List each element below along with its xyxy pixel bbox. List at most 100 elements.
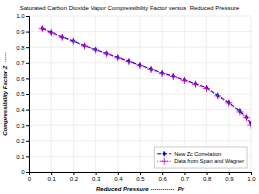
x-tick-mark [251, 172, 252, 175]
y-tick-label: 0.9 [16, 29, 25, 35]
series-marker [243, 114, 250, 121]
x-tick: 0.2 [70, 172, 79, 182]
series-marker [136, 62, 143, 69]
y-tick-mark [26, 141, 29, 142]
y-tick-label: 0.1 [16, 154, 25, 160]
y-tick-mark [26, 32, 29, 33]
x-tick-mark [207, 172, 208, 175]
y-tick-mark [26, 16, 29, 17]
y-tick: 0.9 [16, 29, 29, 35]
x-axis-label: Reduced Pressure ············ Pr [96, 186, 185, 192]
x-tick: 1.0 [247, 172, 256, 182]
series-marker [203, 85, 210, 92]
y-tick-mark [26, 156, 29, 157]
x-tick-mark [184, 172, 185, 175]
x-tick-mark [118, 172, 119, 175]
y-axis-label: Compressibility Factor Z ····· [2, 52, 8, 136]
series-marker [48, 29, 55, 36]
x-tick-label: 0.1 [48, 176, 57, 182]
x-tick-label: 0.4 [114, 176, 123, 182]
x-tick: 0.1 [48, 172, 57, 182]
series [41, 26, 251, 126]
x-tick: 0.5 [136, 172, 145, 182]
series-marker [225, 99, 232, 106]
x-tick: 0.3 [92, 172, 101, 182]
y-tick: 0.1 [16, 154, 29, 160]
y-tick-label: 0.7 [16, 60, 25, 66]
y-tick: 0.7 [16, 60, 29, 66]
series-marker [181, 77, 188, 84]
x-tick-mark [73, 172, 74, 175]
y-tick-label: 0.4 [16, 107, 25, 113]
y-tick: 0.2 [16, 138, 29, 144]
x-tick: 0.8 [203, 172, 212, 182]
series-marker [114, 54, 121, 61]
legend-marker [163, 151, 166, 156]
series-marker [59, 34, 66, 41]
y-tick-mark [26, 110, 29, 111]
series-marker [159, 70, 166, 77]
x-axis-line [30, 173, 252, 176]
legend-entry: New Zc Correlation [157, 151, 221, 157]
series-marker [236, 108, 243, 115]
x-tick: 0 [28, 172, 32, 182]
y-tick-label: 0 [21, 169, 25, 175]
x-tick-label: 0.5 [136, 176, 145, 182]
grid [29, 16, 251, 172]
series-marker [70, 38, 77, 45]
x-tick-label: 0.7 [181, 176, 190, 182]
series-marker [148, 66, 155, 73]
series-marker [192, 81, 199, 88]
x-tick-mark [229, 172, 230, 175]
legend-box [154, 147, 247, 168]
y-tick: 0 [21, 169, 29, 175]
x-tick: 0.4 [114, 172, 123, 182]
y-tick-label: 0.2 [16, 138, 25, 144]
series-marker [125, 58, 132, 65]
y-tick-mark [26, 125, 29, 126]
y-tick-mark [26, 47, 29, 48]
series-line [42, 28, 251, 125]
grid-line-y [29, 78, 251, 79]
grid-line-y [29, 47, 251, 48]
y-tick-mark [26, 172, 29, 173]
x-tick: 0.9 [225, 172, 234, 182]
series-marker [39, 25, 46, 32]
y-tick-mark [26, 63, 29, 64]
x-tick-mark [51, 172, 52, 175]
x-tick-label: 0.9 [225, 176, 234, 182]
grid-line-y [29, 31, 251, 32]
series-line [42, 28, 251, 123]
grid-line-y [29, 140, 251, 141]
x-tick-label: 0.2 [70, 176, 79, 182]
y-tick-label: 0.5 [16, 91, 25, 97]
y-axis: 0 0.1 0.2 0.3 0.4 0.5 0.6 0.7 0.8 0.9 1.0 [16, 13, 29, 175]
x-tick: 0.7 [181, 172, 190, 182]
y-tick: 0.4 [16, 107, 29, 113]
plot: 0 0.1 0.2 0.3 0.4 0.5 0.6 0.7 0.8 0.9 1.0 0 0.1 0.2 0.… [16, 13, 256, 181]
x-tick: 0.6 [159, 172, 168, 182]
y-tick-label: 0.6 [16, 76, 25, 82]
y-axis-line [26, 17, 30, 173]
y-tick: 0.3 [16, 123, 29, 129]
x-tick-mark [96, 172, 97, 175]
x-tick-label: 1.0 [247, 176, 256, 182]
x-tick-label: 0 [28, 176, 32, 182]
y-tick: 0.8 [16, 45, 29, 51]
y-tick-label: 1.0 [16, 13, 25, 19]
title: Saturated Carbon Dioxide Vapor Compressi… [20, 5, 240, 11]
legend-label: New Zc Correlation [174, 151, 221, 157]
marks [39, 25, 251, 129]
y-tick-label: 0.3 [16, 123, 25, 129]
x-tick-mark [140, 172, 141, 175]
grid-line-y [29, 109, 251, 110]
legend-label: Data from Span and Wagner [174, 158, 244, 164]
x-tick-mark [162, 172, 163, 175]
series-marker [170, 73, 177, 80]
x-axis: 0 0.1 0.2 0.3 0.4 0.5 0.6 0.7 0.8 0.9 1.0 [28, 172, 257, 182]
legend-marker [161, 158, 168, 165]
y-tick-mark [26, 94, 29, 95]
series-marker [81, 42, 88, 49]
x-tick-label: 0.6 [159, 176, 168, 182]
y-tick: 0.5 [16, 91, 29, 97]
